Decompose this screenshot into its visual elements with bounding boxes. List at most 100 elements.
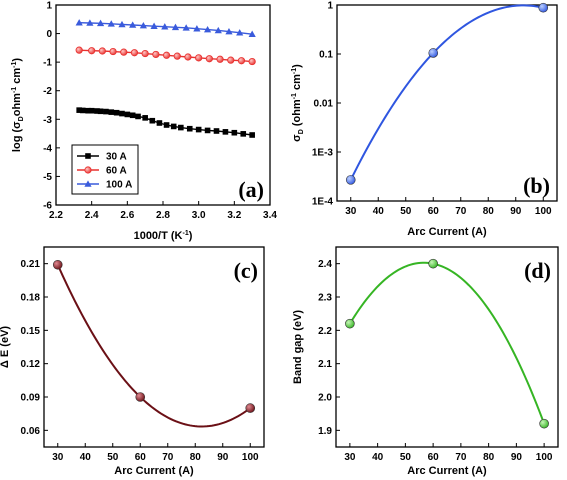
x-tick-label: 80 [483,452,495,463]
panel-c-y-axis-label: Δ E (eV) [0,326,11,368]
panel-c-ticks: 30 40 50 60 70 80 90 100 0.06 0.09 0.12 0.15 0.18 0.2… [21,259,259,463]
y-tick-label: -4 [43,143,52,154]
data-point [173,52,181,60]
x-tick-label: 50 [400,452,412,463]
y-tick-label: 0.06 [21,426,41,437]
data-point [428,48,439,58]
data-point [86,19,94,26]
x-tick-label: 3.4 [263,210,277,221]
data-point [124,111,131,118]
x-tick-label: 40 [80,452,92,463]
x-tick-label: 50 [400,206,412,217]
data-point [195,54,203,62]
data-point [149,117,156,124]
x-tick-label: 70 [162,452,174,463]
data-point [161,23,169,30]
x-tick-label: 3.0 [192,210,206,221]
data-point [213,128,220,134]
data-point [186,125,193,132]
data-point [193,25,201,32]
data-point [345,175,356,185]
panel-d-frame [335,246,559,448]
data-point [142,115,148,121]
y-tick-label: 1 [46,1,52,12]
y-tick-label: 2.1 [318,359,332,370]
data-point [225,27,233,35]
data-point [96,19,105,27]
data-point [237,57,246,65]
y-tick-label: 0.12 [21,359,41,370]
data-point [195,126,202,133]
data-point [156,120,163,126]
data-point [118,20,126,28]
panel-b-ticks: 30 40 50 60 70 80 90 100 1E-4 1E-3 0.01 0.1 1 [312,1,552,218]
data-point [109,47,117,56]
data-point [245,403,256,413]
data-point [204,127,211,134]
series-line [349,4,544,181]
y-tick-label: 1 [327,1,333,12]
x-tick-label: 90 [217,452,229,463]
data-point [79,107,86,114]
x-tick-label: 30 [344,452,356,463]
panel-b-y-axis-label: σD (ohm-1 cm-1) [291,64,305,142]
x-tick-label: 70 [455,452,467,463]
x-tick-label: 2.8 [156,210,170,221]
data-point [178,124,184,131]
panel-a-marks [75,19,256,138]
data-point [113,109,120,116]
panel-d-letter: (d) [524,258,551,283]
legend-marker [84,180,92,187]
data-point [150,22,158,29]
y-tick-label: 2.3 [318,293,332,304]
x-tick-label: 100 [536,452,553,463]
data-point [203,25,212,33]
data-point [88,47,96,55]
y-tick-label: 2.0 [318,393,332,404]
y-tick-label: -2 [43,86,52,97]
panel-a-ticks: 2.2 2.4 2.6 2.8 3.0 3.2 3.4 -6 -5 -4 -3 -2 -1 0 1 [43,1,277,222]
x-tick-label: 30 [345,206,357,217]
legend-label: 60 A [106,166,127,177]
data-point [88,107,95,114]
panel-c-marks [52,259,256,428]
panel-a-legend: 30 A 60 A 100 A [71,144,139,195]
panel-a-letter: (a) [238,177,264,202]
data-point [182,24,190,31]
series-line [349,261,546,425]
series-line [56,264,251,428]
panel-c-letter: (c) [234,258,258,283]
y-tick-label: 1.9 [318,426,332,437]
panel-b-letter: (b) [523,173,550,198]
x-tick-label: 90 [510,206,522,217]
x-tick-label: 60 [428,206,440,217]
y-tick-label: 1E-3 [312,148,334,159]
y-tick-label: 0.15 [21,326,41,337]
panel-b: 30 40 50 60 70 80 90 100 1E-4 1E-3 0.01 0.1 1 (b) Ar… [291,1,558,238]
data-point [184,53,192,61]
data-point [216,55,224,63]
panel-c: 30 40 50 60 70 80 90 100 0.06 0.09 0.12 0.15 0.18 0.2… [0,246,265,477]
y-tick-label: -6 [43,201,52,212]
data-point [141,49,149,58]
x-tick-label: 2.2 [49,210,63,221]
data-point [135,113,141,120]
data-point [248,57,256,66]
y-tick-label: -3 [43,115,52,126]
y-tick-label: 2.4 [318,259,332,270]
legend-label: 100 A [106,180,132,191]
y-tick-label: 0.09 [21,393,41,404]
data-point [171,23,180,31]
data-point [205,55,213,63]
data-point [129,21,137,28]
x-tick-label: 70 [455,206,467,217]
y-tick-label: 0.18 [21,293,41,304]
x-tick-label: 2.6 [120,210,134,221]
y-tick-label: -5 [43,172,52,183]
x-tick-label: 100 [242,452,259,463]
data-point [52,259,63,270]
data-point [163,122,170,128]
x-tick-label: 60 [135,452,147,463]
x-tick-label: 40 [372,452,384,463]
